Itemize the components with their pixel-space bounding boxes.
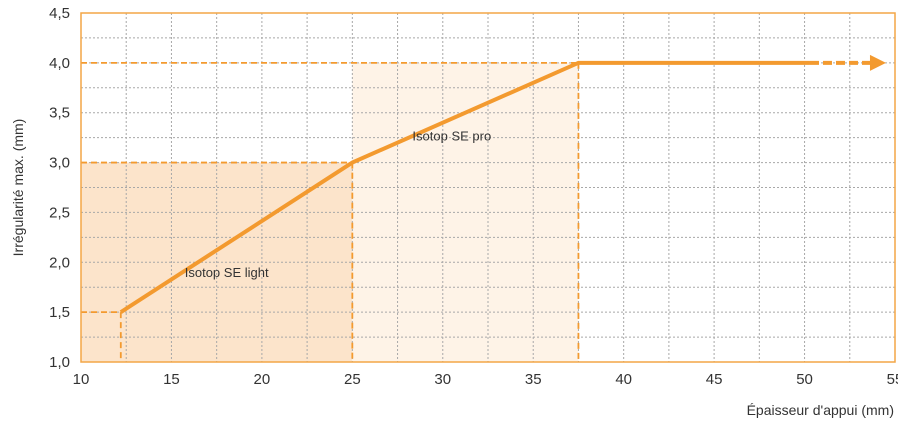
- y-tick-label: 2,5: [49, 204, 70, 221]
- x-tick-label: 45: [706, 371, 723, 388]
- reference-lines: [81, 61, 580, 362]
- x-axis-title: Épaisseur d'appui (mm): [747, 402, 894, 418]
- y-tick-label: 2,0: [49, 254, 70, 271]
- region-label-1: Isotop SE light: [185, 265, 269, 280]
- series: [119, 54, 886, 314]
- y-axis-title: Irrégularité max. (mm): [10, 119, 26, 257]
- series-line: [119, 60, 810, 314]
- y-tick-label: 1,5: [49, 304, 70, 321]
- x-tick-label: 30: [434, 371, 451, 388]
- plot-frame: [80, 12, 896, 363]
- y-tick-label: 4,5: [49, 5, 70, 22]
- y-tick-labels: 1,0 1,5 2,0 2,5 3,0 3,5 4,0 4,5: [49, 5, 70, 371]
- x-tick-label: 40: [615, 371, 632, 388]
- y-tick-label: 3,5: [49, 105, 70, 122]
- x-tick-label: 55: [887, 371, 898, 388]
- x-tick-label: 15: [163, 371, 180, 388]
- x-tick-label: 35: [525, 371, 542, 388]
- region-label-2: Isotop SE pro: [412, 129, 491, 144]
- x-tick-label: 10: [73, 371, 90, 388]
- arrow-head-icon: [869, 54, 886, 71]
- y-tick-label: 4,0: [49, 55, 70, 72]
- y-tick-label: 1,0: [49, 354, 70, 371]
- x-tick-label: 25: [344, 371, 361, 388]
- frame-rect: [80, 12, 896, 363]
- y-tick-label: 3,0: [49, 155, 70, 172]
- region-labels: Isotop SE light Isotop SE pro: [185, 129, 491, 281]
- x-tick-label: 20: [254, 371, 271, 388]
- x-tick-labels: 10 15 20 25 30 35 40 45 50 55: [73, 371, 898, 388]
- x-tick-label: 50: [796, 371, 813, 388]
